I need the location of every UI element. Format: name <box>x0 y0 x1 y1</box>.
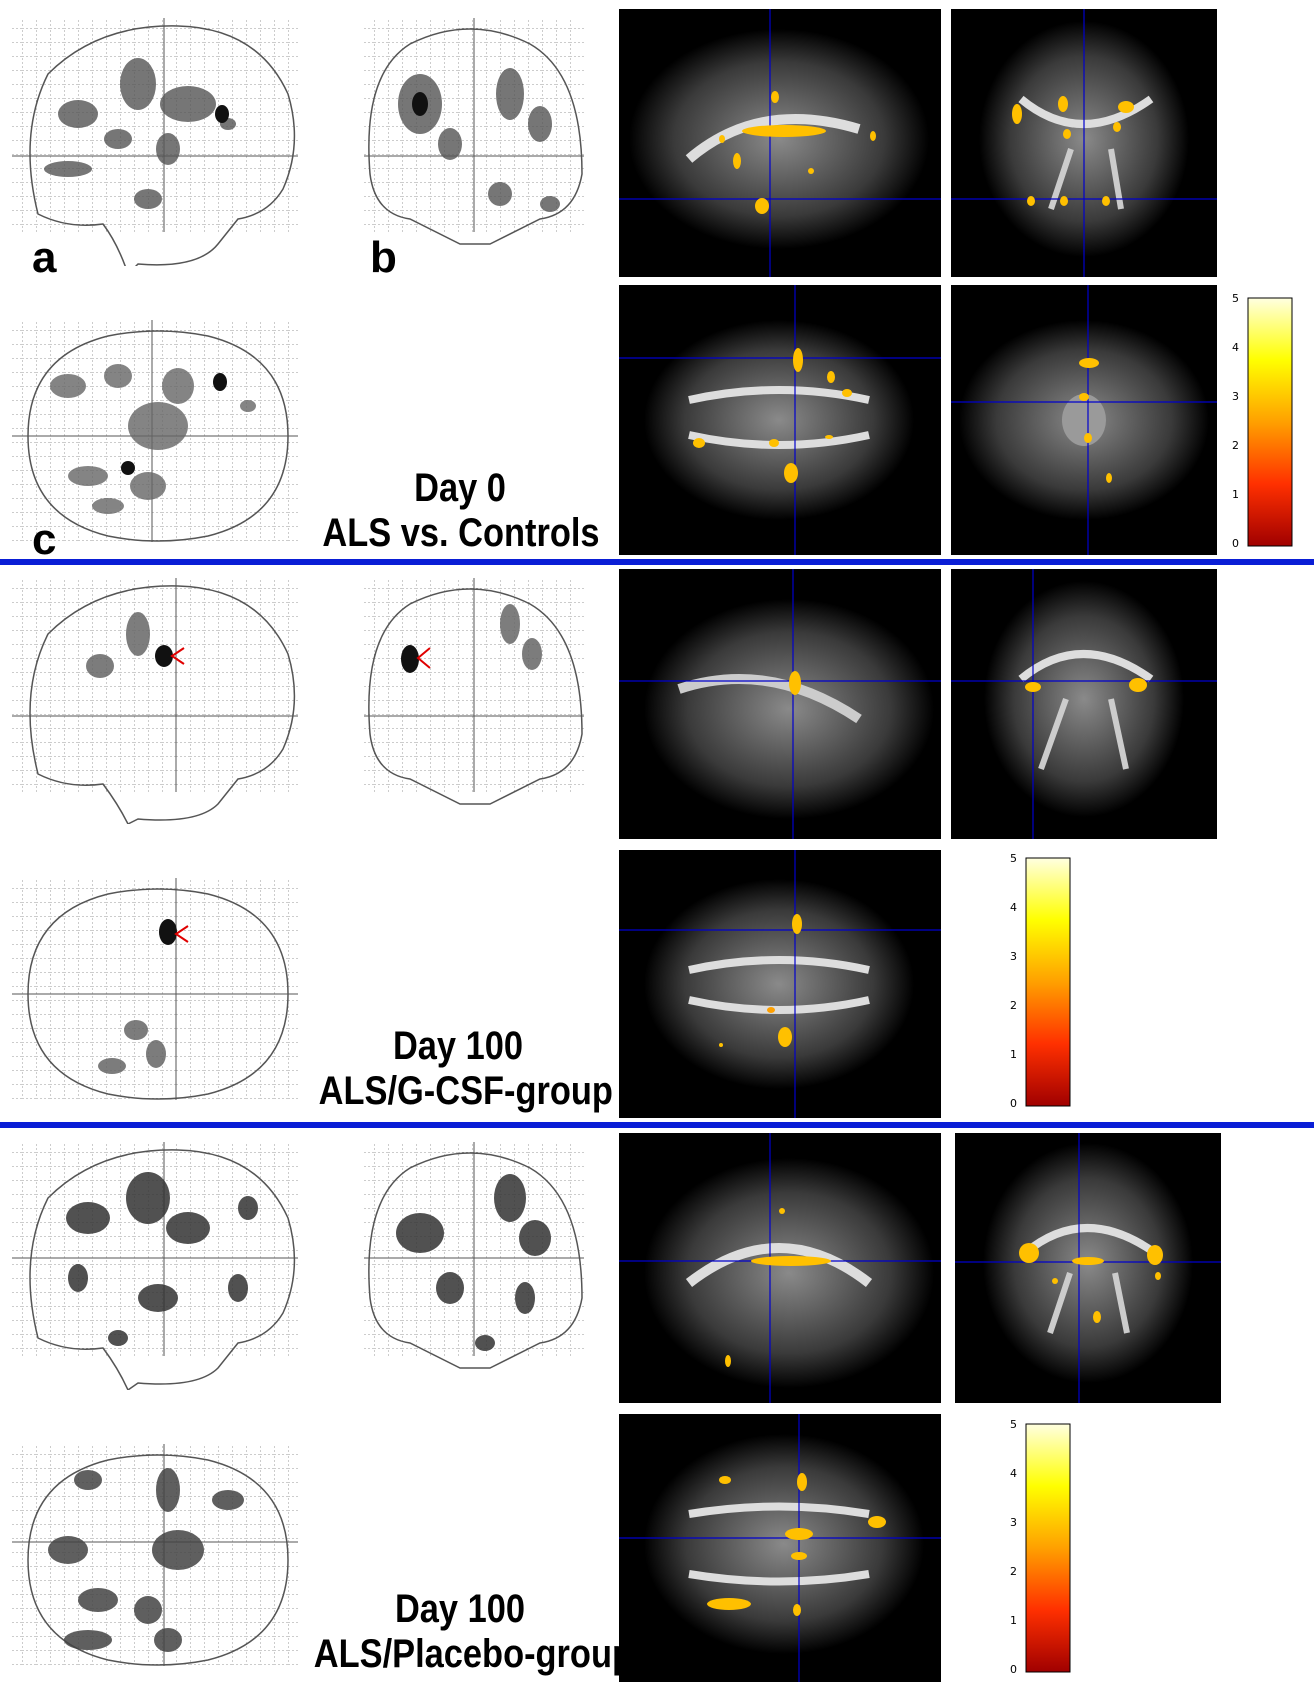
glass-brain-sagittal-day0 <box>8 14 298 266</box>
glass-brain-axial-day0 <box>8 316 298 548</box>
colorbar-tick: 3 <box>1232 390 1239 403</box>
group-divider-2 <box>0 1122 1314 1128</box>
caption-comparison: ALS vs. Controls <box>322 510 600 555</box>
colorbar-day0-svg <box>1247 297 1293 547</box>
panel-label-c: c <box>32 515 57 564</box>
mri-axial-gcsf <box>619 850 941 1118</box>
colorbar-tick: 3 <box>1010 950 1017 963</box>
caption-day: Day 0 <box>414 466 506 510</box>
group-divider-1 <box>0 559 1314 565</box>
colorbar-tick: 2 <box>1010 1565 1017 1578</box>
group-caption-day0: Day 0 ALS vs. Controls <box>322 466 600 556</box>
panel-label-a: a <box>32 233 57 282</box>
glass-brain-axial-placebo <box>8 1440 298 1672</box>
colorbar-tick: 0 <box>1232 537 1239 550</box>
colorbar-tick: 0 <box>1010 1663 1017 1676</box>
mri-coronal-placebo <box>955 1133 1221 1403</box>
colorbar-tick: 1 <box>1010 1048 1017 1061</box>
panel-label-b: b <box>370 233 397 282</box>
mri-axial-placebo <box>619 1414 941 1682</box>
caption-comparison: ALS/G-CSF-group <box>318 1068 613 1113</box>
caption-comparison: ALS/Placebo-group <box>313 1631 633 1676</box>
glass-brain-coronal-gcsf <box>360 574 590 824</box>
caption-day: Day 100 <box>394 1587 526 1631</box>
colorbar-tick: 4 <box>1010 1467 1017 1480</box>
glass-brain-coronal-placebo <box>360 1138 590 1390</box>
glass-brain-sagittal-gcsf <box>8 574 298 824</box>
colorbar-tick: 1 <box>1010 1614 1017 1627</box>
colorbar-tick: 5 <box>1010 1418 1017 1431</box>
caption-day: Day 100 <box>392 1024 524 1068</box>
glass-brain-coronal-day0-svg <box>364 18 584 245</box>
colorbar-tick: 5 <box>1010 852 1017 865</box>
mri-sagittal-placebo <box>619 1133 941 1403</box>
colorbar-gcsf: 5 4 3 2 1 0 <box>1006 852 1086 1116</box>
glass-brain-axial-gcsf <box>8 874 298 1106</box>
colorbar-tick: 4 <box>1232 341 1239 354</box>
colorbar-tick: 3 <box>1010 1516 1017 1529</box>
mri-axial-day0 <box>619 285 941 555</box>
mri-axial2-day0 <box>951 285 1217 555</box>
mri-sagittal-gcsf <box>619 569 941 839</box>
colorbar-tick: 2 <box>1010 999 1017 1012</box>
group-caption-placebo: Day 100 ALS/Placebo-group <box>313 1587 633 1677</box>
glass-brain-sagittal-placebo <box>8 1138 298 1390</box>
colorbar-tick: 0 <box>1010 1097 1017 1110</box>
glass-brain-coronal-day0 <box>360 14 590 266</box>
colorbar-tick: 2 <box>1232 439 1239 452</box>
mri-coronal-day0 <box>951 9 1217 277</box>
colorbar-tick: 5 <box>1232 292 1239 305</box>
group-caption-gcsf: Day 100 ALS/G-CSF-group <box>318 1024 613 1114</box>
mri-coronal-gcsf <box>951 569 1217 839</box>
colorbar-tick: 1 <box>1232 488 1239 501</box>
colorbar-tick: 4 <box>1010 901 1017 914</box>
glass-brain-sagittal-day0-svg <box>12 18 298 266</box>
colorbar-day0: 5 4 3 2 1 0 <box>1228 292 1308 556</box>
mri-sagittal-day0 <box>619 9 941 277</box>
colorbar-placebo: 5 4 3 2 1 0 <box>1006 1418 1086 1682</box>
